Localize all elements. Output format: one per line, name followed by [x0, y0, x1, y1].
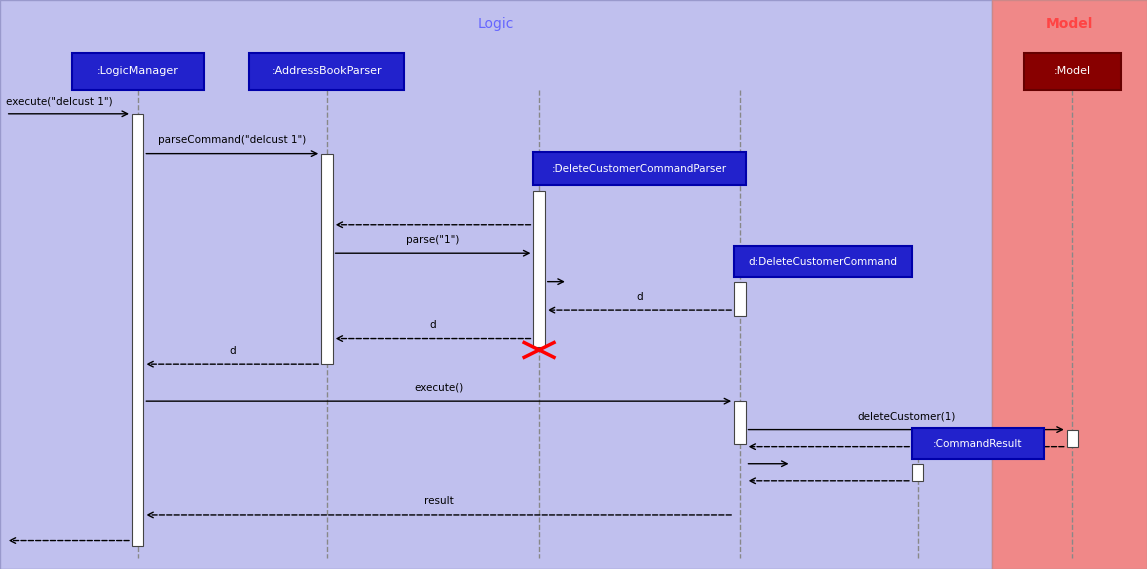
Bar: [734, 282, 746, 316]
Text: d:DeleteCustomerCommand: d:DeleteCustomerCommand: [749, 257, 897, 267]
Bar: [132, 114, 143, 546]
Bar: [912, 464, 923, 481]
Bar: [734, 246, 912, 278]
Text: d: d: [430, 320, 436, 330]
Text: :DeleteCustomerCommandParser: :DeleteCustomerCommandParser: [552, 164, 727, 174]
Text: Logic: Logic: [478, 17, 514, 31]
Bar: [533, 191, 545, 347]
Bar: [1024, 53, 1122, 90]
Bar: [0, 0, 992, 569]
Bar: [992, 0, 1147, 569]
Bar: [71, 53, 204, 90]
Text: parse("1"): parse("1"): [406, 234, 460, 245]
Text: parseCommand("delcust 1"): parseCommand("delcust 1"): [158, 135, 306, 145]
Bar: [321, 154, 333, 364]
Text: execute(): execute(): [414, 382, 463, 393]
Bar: [1067, 430, 1078, 447]
Bar: [912, 428, 1044, 460]
Text: result: result: [424, 496, 453, 506]
Text: deleteCustomer(1): deleteCustomer(1): [857, 411, 955, 421]
Text: :AddressBookParser: :AddressBookParser: [272, 66, 382, 76]
Text: execute("delcust 1"): execute("delcust 1"): [6, 96, 112, 106]
Bar: [533, 152, 746, 185]
Bar: [249, 53, 405, 90]
Text: :Model: :Model: [1054, 66, 1091, 76]
Text: Model: Model: [1046, 17, 1093, 31]
Text: d: d: [229, 345, 235, 356]
Text: :LogicManager: :LogicManager: [96, 66, 179, 76]
Bar: [734, 401, 746, 444]
Text: d: d: [637, 291, 642, 302]
Text: :CommandResult: :CommandResult: [933, 439, 1023, 449]
